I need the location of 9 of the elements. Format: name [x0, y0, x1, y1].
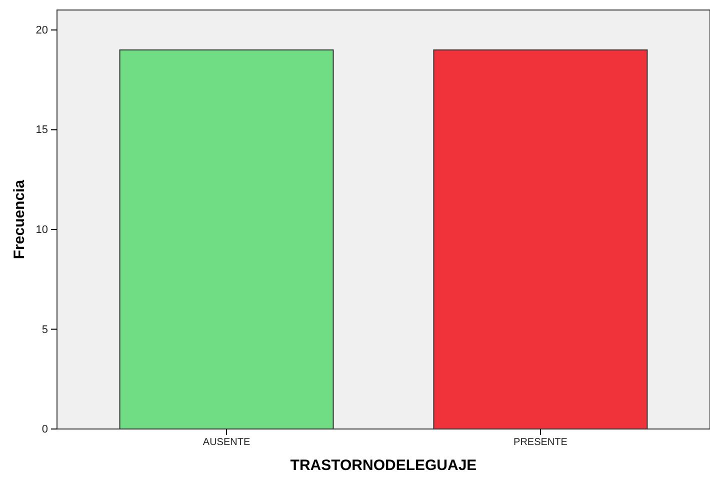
- y-tick-label: 20: [36, 24, 48, 36]
- x-tick-label: PRESENTE: [514, 437, 568, 448]
- y-tick-label: 10: [36, 224, 48, 236]
- y-axis-title: Frecuencia: [11, 179, 28, 260]
- y-tick-label: 5: [42, 324, 48, 336]
- x-tick-label: AUSENTE: [202, 437, 250, 448]
- x-axis-title: TRASTORNODELEGUAJE: [290, 457, 477, 474]
- y-tick-label: 0: [42, 424, 48, 436]
- y-tick-label: 15: [36, 124, 48, 136]
